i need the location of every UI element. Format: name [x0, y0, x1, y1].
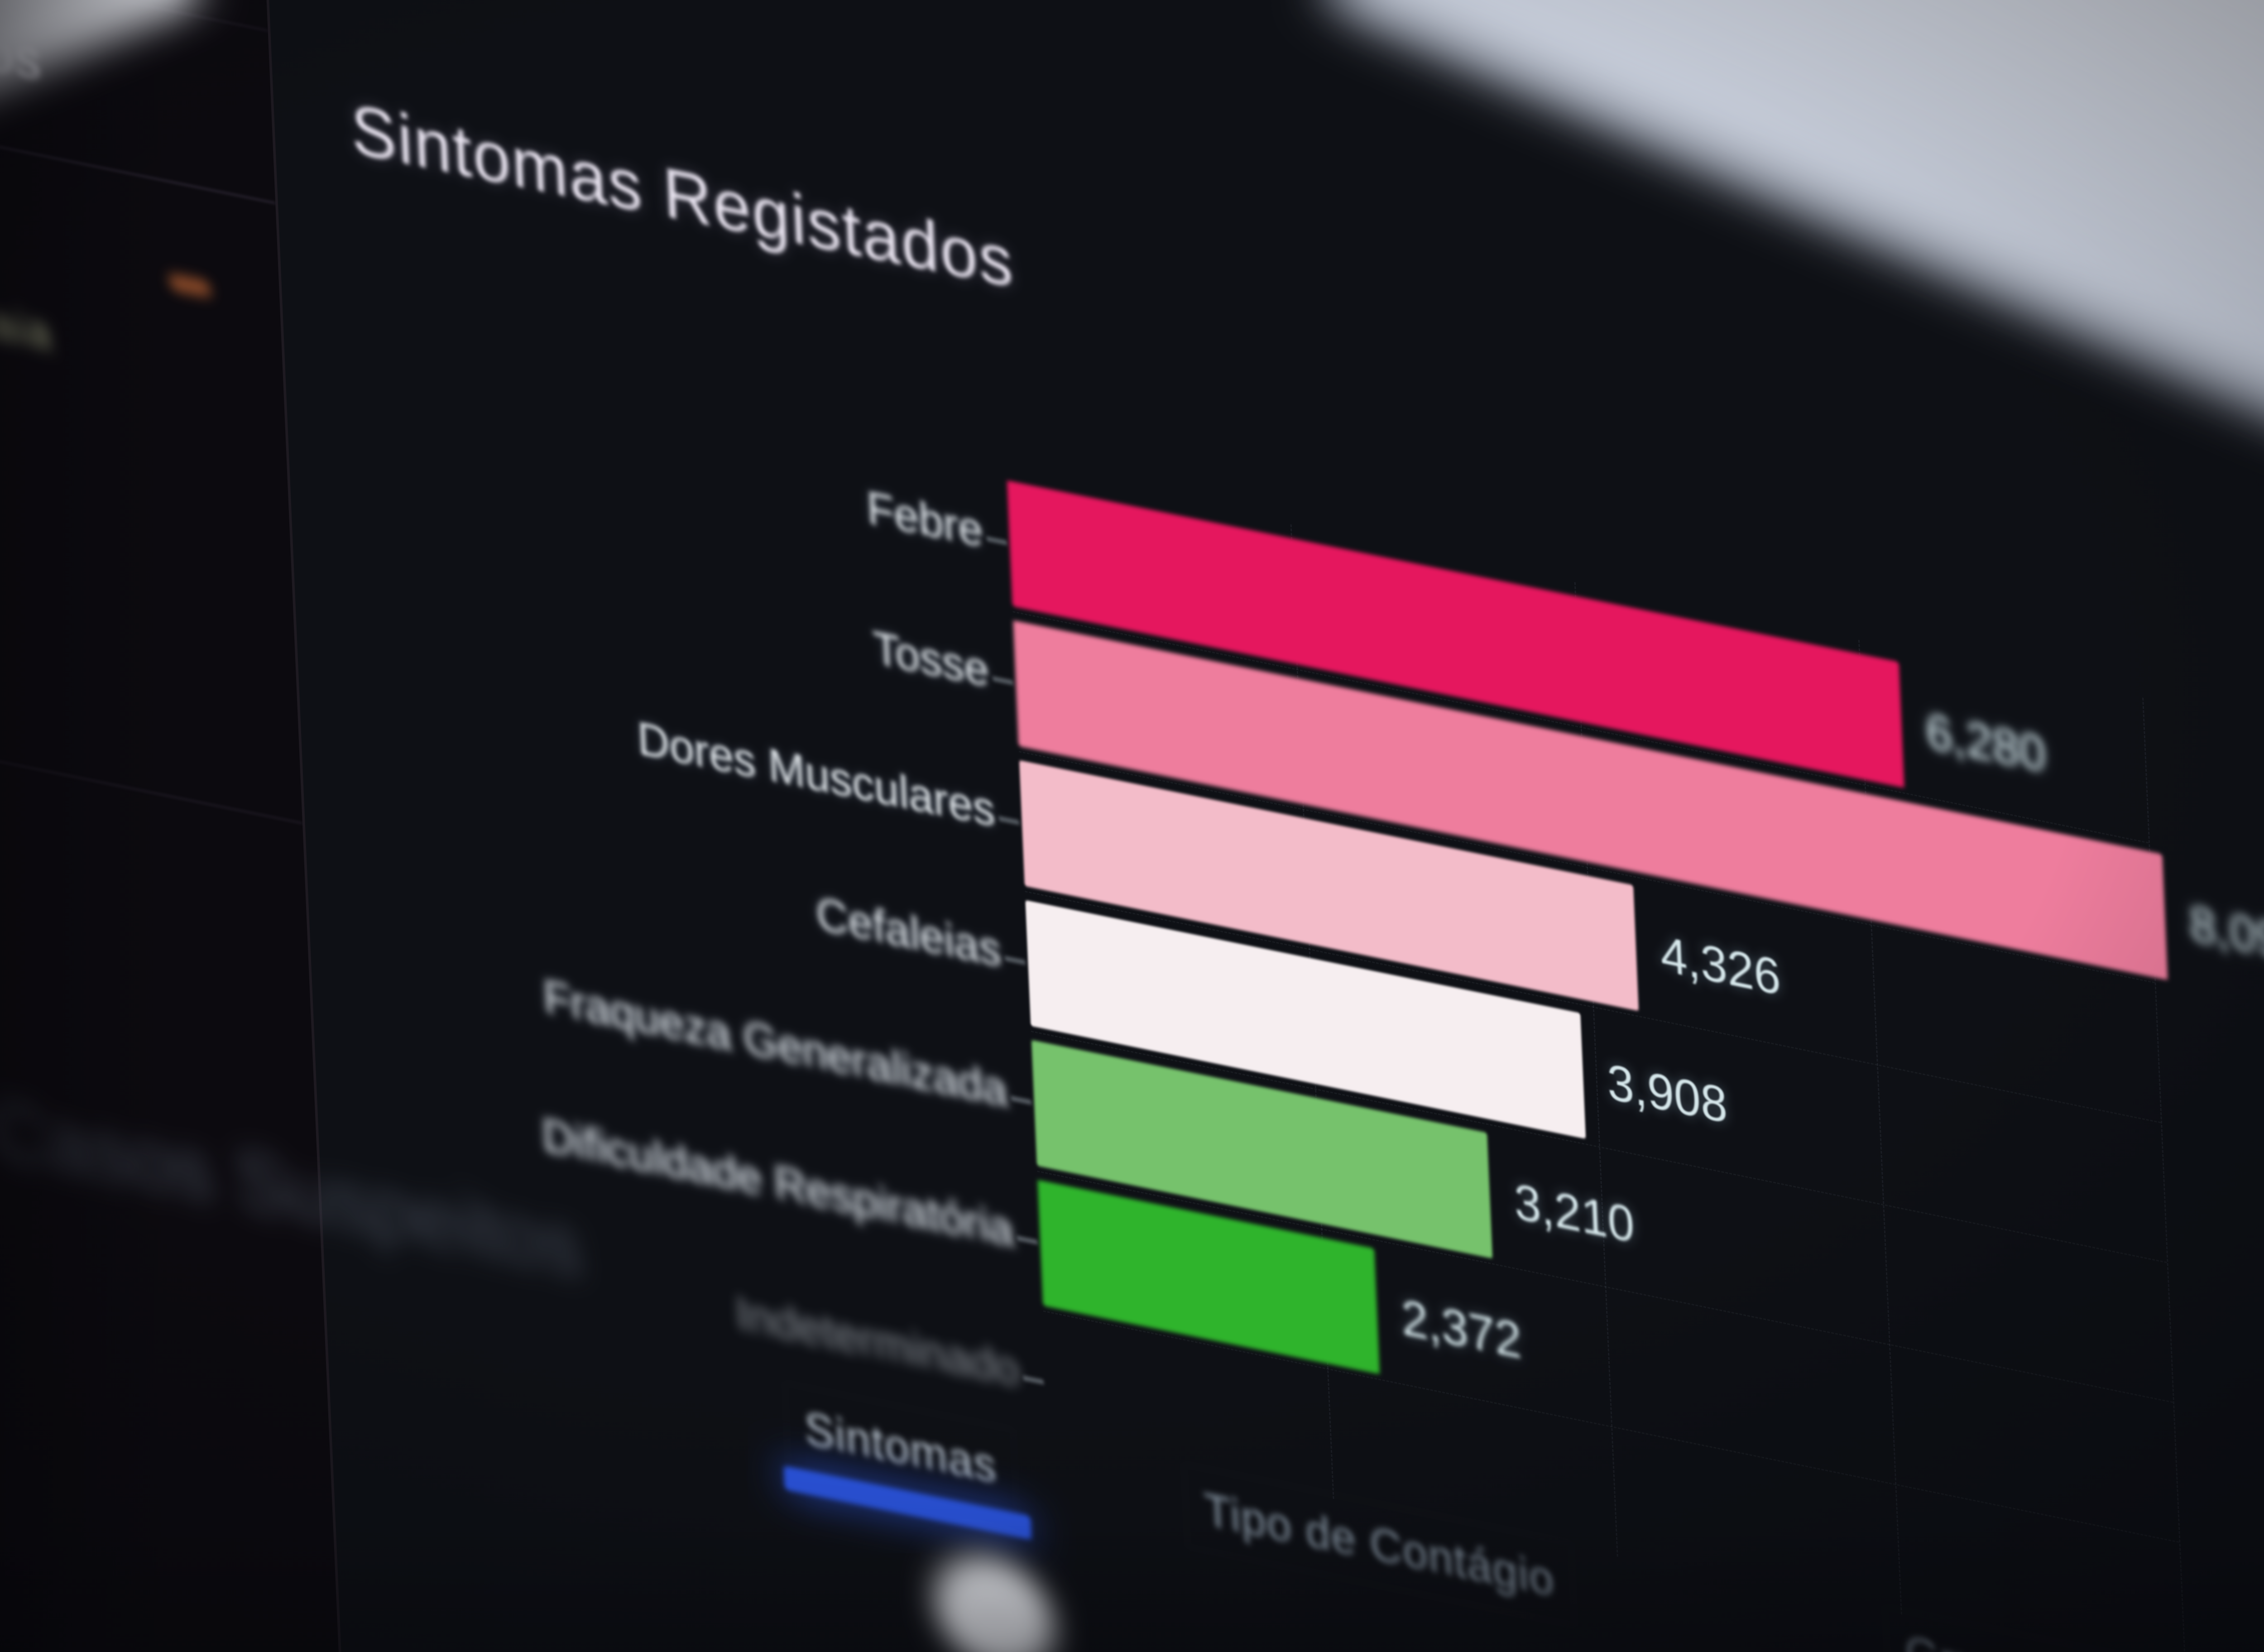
- axis-tick: [1005, 956, 1026, 965]
- value-label: 3,908: [1606, 1053, 1729, 1134]
- value-label: 6,280: [1924, 701, 2047, 783]
- value-label: 4,326: [1659, 925, 1782, 1006]
- axis-tick: [1011, 1095, 1032, 1105]
- axis-tick: [1017, 1235, 1038, 1245]
- axis-tick: [993, 676, 1013, 685]
- bottom-chart-blob: [932, 1546, 1057, 1652]
- axis-tick: [998, 816, 1020, 825]
- value-label: 8,094: [2188, 894, 2264, 975]
- value-label: 3,210: [1513, 1172, 1636, 1253]
- vertical-gridline: [2142, 697, 2186, 1652]
- tab-grupo-etario[interactable]: Grupo Etário: [1885, 1606, 2187, 1652]
- tab-tipo-de-contagio[interactable]: Tipo de Contágio: [1184, 1464, 1575, 1626]
- axis-tick: [1023, 1375, 1044, 1385]
- axis-tick: [986, 536, 1007, 545]
- value-label: 2,372: [1400, 1288, 1523, 1369]
- page-title: Sintomas Registados: [349, 89, 1016, 303]
